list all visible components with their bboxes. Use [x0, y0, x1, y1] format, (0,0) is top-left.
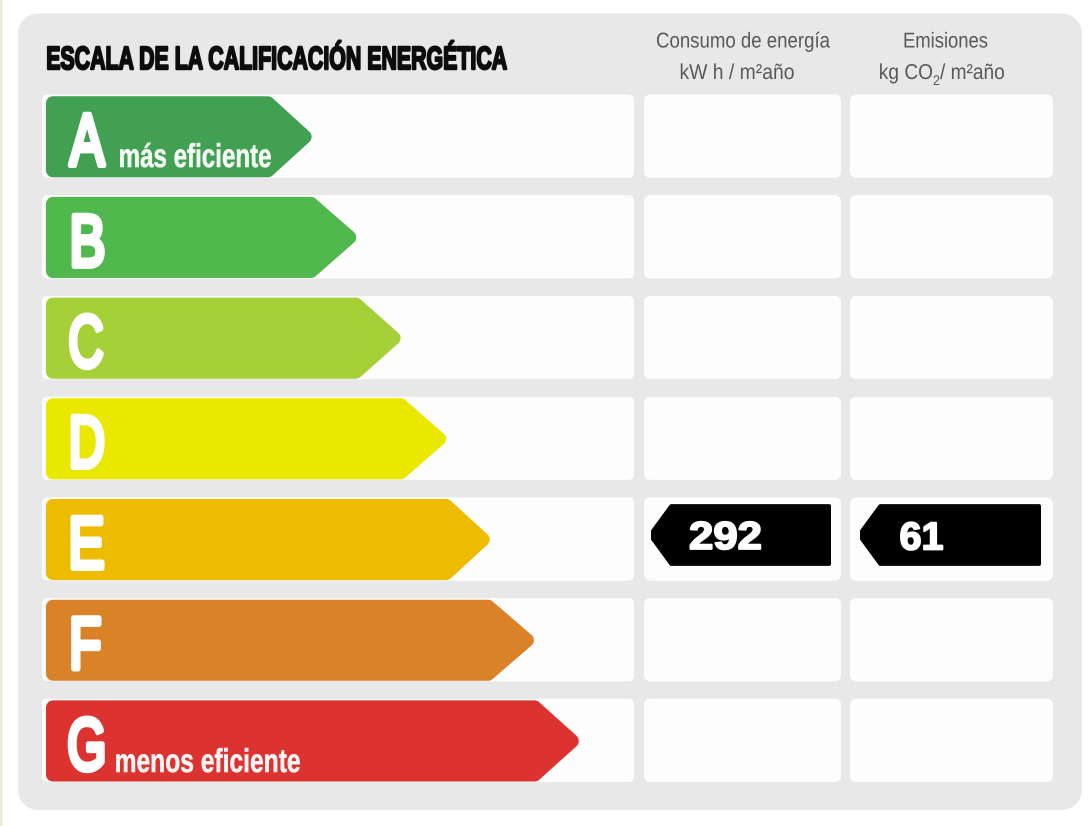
svg-text:292: 292 — [689, 515, 762, 558]
svg-text:E: E — [68, 503, 104, 584]
svg-text:ESCALA DE LA CALIFICACIÓN ENER: ESCALA DE LA CALIFICACIÓN ENERGÉTICA — [46, 40, 507, 76]
svg-text:61: 61 — [900, 515, 944, 558]
svg-text:kg CO2/ m²año: kg CO2/ m²año — [879, 60, 1005, 88]
svg-text:F: F — [69, 604, 102, 685]
svg-text:Emisiones: Emisiones — [903, 28, 988, 52]
svg-text:D: D — [69, 402, 105, 483]
svg-text:G: G — [67, 704, 106, 785]
svg-text:A: A — [70, 100, 105, 181]
svg-text:Consumo de energía: Consumo de energía — [656, 28, 830, 52]
svg-text:C: C — [68, 301, 103, 382]
svg-text:B: B — [69, 201, 105, 282]
svg-text:más eficiente: más eficiente — [119, 137, 272, 174]
svg-text:kW h / m²año: kW h / m²año — [680, 60, 795, 84]
svg-text:menos eficiente: menos eficiente — [115, 742, 301, 779]
